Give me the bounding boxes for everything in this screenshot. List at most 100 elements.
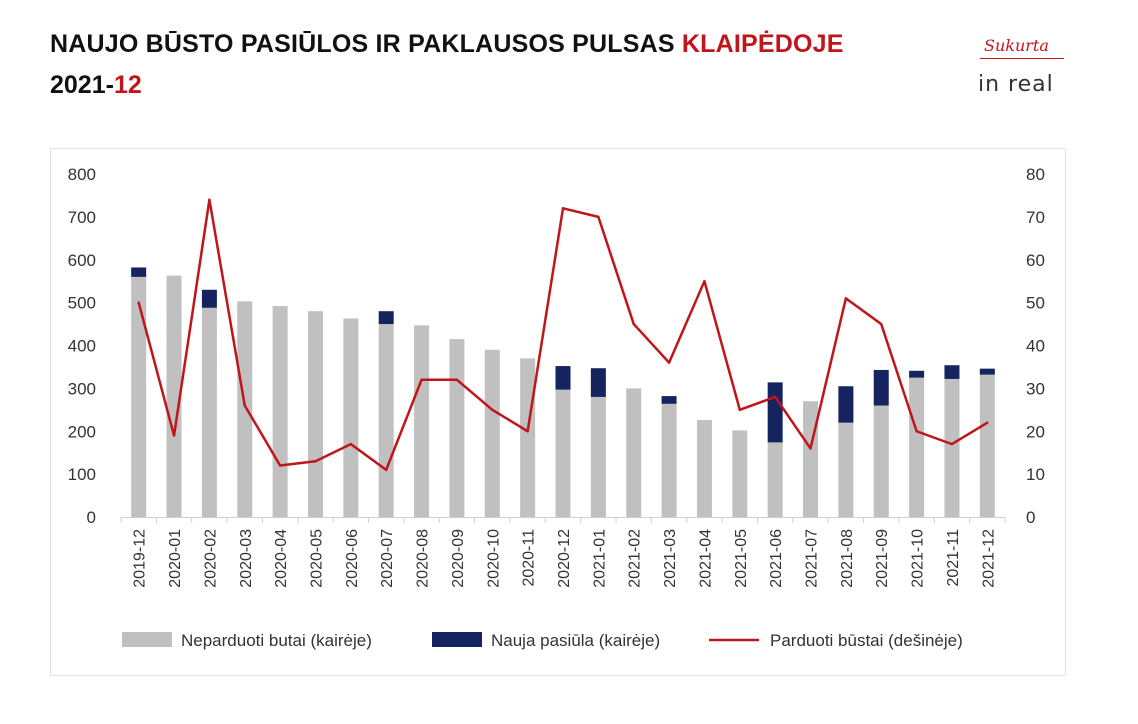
new-supply-bar [131, 267, 147, 277]
x-tick-label: 2021-06 [768, 529, 785, 588]
left-tick-label: 700 [68, 208, 96, 227]
x-axis: 2019-12 2020-01 2020-02 2020-03 2020-04 2020-… [120, 517, 1006, 588]
sold-point [915, 430, 918, 433]
x-tick-label: 2021-01 [591, 529, 608, 588]
unsold-bar [131, 276, 147, 517]
bars [131, 267, 995, 517]
x-tick-label: 2020-12 [556, 529, 573, 588]
x-tick-label: 2021-08 [839, 529, 856, 588]
x-tick-label: 2020-02 [202, 529, 219, 588]
x-tick-label: 2019-12 [132, 529, 149, 588]
subtitle-accent: 12 [113, 71, 142, 99]
unsold-bar [944, 378, 960, 517]
unsold-bar [979, 374, 995, 517]
unsold-bar [307, 311, 323, 517]
legend-swatch-unsold [122, 632, 172, 647]
right-tick-label: 50 [1026, 294, 1045, 313]
unsold-bar [838, 422, 854, 517]
unsold-bar [661, 403, 677, 517]
unsold-bar [909, 377, 925, 517]
unsold-bar [201, 307, 217, 517]
unsold-bar [732, 430, 748, 517]
sold-point [809, 447, 812, 450]
unsold-bar [343, 318, 359, 517]
x-tick-label: 2021-09 [874, 529, 891, 588]
x-tick-label: 2021-10 [910, 529, 927, 588]
new-supply-bar [555, 366, 571, 390]
right-tick-label: 20 [1026, 422, 1045, 441]
x-tick-label: 2021-02 [627, 529, 644, 588]
unsold-bar [626, 388, 642, 517]
unsold-bar [555, 389, 571, 517]
sold-point [632, 322, 635, 326]
unsold-bar [449, 339, 465, 517]
title-block: NAUJO BŪSTO PASIŪLOS IR PAKLAUSOS PULSAS… [50, 30, 844, 100]
x-tick-label: 2021-04 [697, 529, 714, 588]
x-tick-label: 2021-05 [733, 529, 750, 588]
logo-underline [980, 58, 1064, 59]
sold-point [208, 198, 211, 201]
right-tick-label: 40 [1026, 337, 1045, 356]
unsold-bar [767, 442, 783, 517]
x-tick-label: 2020-01 [167, 529, 184, 588]
unsold-bar [272, 306, 288, 517]
left-tick-label: 600 [68, 251, 96, 270]
x-tick-label: 2020-07 [379, 529, 396, 588]
x-tick-label: 2020-05 [308, 529, 325, 588]
chart-frame [50, 148, 1066, 676]
sold-point [385, 468, 388, 472]
new-supply-bar [838, 386, 854, 423]
sold-point [773, 395, 777, 399]
sold-point [597, 215, 600, 219]
sold-point [243, 404, 246, 407]
unsold-bar [237, 301, 253, 517]
new-supply-bar [661, 396, 677, 404]
unsold-bar [696, 420, 712, 517]
left-tick-label: 400 [68, 337, 96, 356]
new-supply-bar [590, 368, 606, 397]
legend-label-sold: Parduoti būstai (dešinėje) [770, 631, 963, 650]
unsold-bar [166, 275, 182, 517]
sold-point [703, 279, 706, 283]
x-tick-label: 2020-11 [521, 529, 538, 587]
unsold-bar [484, 349, 500, 517]
right-tick-label: 30 [1026, 379, 1045, 398]
sold-point [314, 460, 317, 463]
x-tick-label: 2020-06 [344, 529, 361, 588]
sold-point [420, 378, 423, 381]
left-tick-label: 100 [68, 465, 96, 484]
unsold-bar [803, 401, 819, 517]
sold-point [738, 408, 741, 412]
left-tick-label: 500 [68, 294, 96, 313]
sold-point [455, 378, 459, 381]
new-supply-bar [944, 365, 960, 379]
page-subtitle: 2021-12 [50, 71, 844, 100]
title-main: NAUJO BŪSTO PASIŪLOS IR PAKLAUSOS PULSAS [50, 30, 682, 58]
new-supply-bar [378, 311, 394, 325]
sold-point [526, 430, 529, 433]
legend-swatch-new [432, 632, 482, 647]
sold-point [950, 442, 954, 446]
unsold-bar [414, 325, 430, 517]
x-tick-label: 2020-08 [415, 529, 432, 588]
new-supply-bar [767, 382, 783, 443]
unsold-bar [378, 324, 394, 517]
new-supply-bar [873, 369, 889, 406]
x-tick-label: 2021-03 [662, 529, 679, 588]
x-tick-label: 2021-11 [945, 529, 962, 587]
page-title: NAUJO BŪSTO PASIŪLOS IR PAKLAUSOS PULSAS… [50, 30, 844, 59]
right-tick-label: 0 [1026, 508, 1035, 527]
new-supply-bar [201, 289, 217, 308]
left-tick-label: 200 [68, 422, 96, 441]
x-tick-label: 2021-12 [980, 529, 997, 588]
logo-sukurta-text: Sukurta [984, 36, 1049, 55]
title-accent: KLAIPĖDOJE [681, 30, 844, 58]
left-tick-label: 0 [87, 508, 96, 527]
legend-label-new: Nauja pasiūla (kairėje) [491, 631, 660, 650]
new-supply-bar [979, 368, 995, 375]
x-tick-label: 2020-03 [238, 529, 255, 588]
subtitle-main: 2021- [50, 71, 114, 99]
logo-inreal: in real [978, 72, 1054, 97]
sold-point [137, 301, 140, 304]
